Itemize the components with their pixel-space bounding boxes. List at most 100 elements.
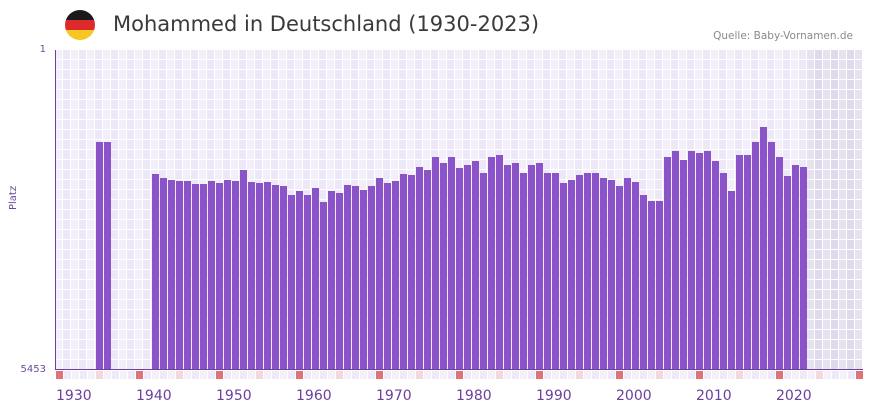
flag-stripe-gold <box>65 30 95 40</box>
bar-2012[interactable] <box>712 161 719 370</box>
bar-1955[interactable] <box>256 183 263 370</box>
bar-2005[interactable] <box>656 201 663 370</box>
bar-1977[interactable] <box>432 157 439 370</box>
bar-2009[interactable] <box>688 150 695 370</box>
bar-1954[interactable] <box>248 182 255 370</box>
bar-1947[interactable] <box>192 184 199 370</box>
bar-2016[interactable] <box>744 155 751 370</box>
bar-1953[interactable] <box>240 169 247 370</box>
bar-2001[interactable] <box>624 177 631 370</box>
grid-cell <box>111 140 118 149</box>
bar-1987[interactable] <box>512 163 519 370</box>
grid-cell <box>751 100 758 109</box>
bar-2003[interactable] <box>640 194 647 370</box>
bar-2018[interactable] <box>760 127 767 370</box>
bar-1961[interactable] <box>304 194 311 370</box>
bar-1998[interactable] <box>600 177 607 370</box>
bar-1982[interactable] <box>472 161 479 370</box>
bar-2011[interactable] <box>704 150 711 370</box>
bar-1964[interactable] <box>328 190 335 370</box>
bar-1968[interactable] <box>360 189 367 370</box>
bar-2007[interactable] <box>672 150 679 370</box>
bar-1959[interactable] <box>288 194 295 370</box>
bar-1995[interactable] <box>576 175 583 370</box>
grid-cell <box>511 90 518 99</box>
bar-2014[interactable] <box>728 190 735 370</box>
bar-1983[interactable] <box>480 172 487 370</box>
bar-1942[interactable] <box>152 173 159 370</box>
year-marker <box>656 371 663 379</box>
bar-1936[interactable] <box>104 142 111 370</box>
bar-1993[interactable] <box>560 183 567 370</box>
bar-1952[interactable] <box>232 181 239 370</box>
source-link[interactable]: Quelle: Baby-Vornamen.de <box>713 30 853 42</box>
bar-1960[interactable] <box>296 190 303 370</box>
bar-1956[interactable] <box>264 182 271 370</box>
bar-1949[interactable] <box>208 181 215 370</box>
grid-cell <box>79 60 86 69</box>
bar-1994[interactable] <box>568 180 575 370</box>
bar-2019[interactable] <box>768 142 775 370</box>
bar-1963[interactable] <box>320 202 327 370</box>
grid-cell <box>751 50 758 59</box>
bar-1943[interactable] <box>160 177 167 370</box>
bar-1976[interactable] <box>424 169 431 370</box>
bar-2010[interactable] <box>696 153 703 370</box>
grid-cell <box>847 270 854 279</box>
grid-cell <box>487 70 494 79</box>
bar-1974[interactable] <box>408 175 415 370</box>
bar-1965[interactable] <box>336 193 343 370</box>
bar-1958[interactable] <box>280 186 287 370</box>
bar-1945[interactable] <box>176 181 183 370</box>
bar-1997[interactable] <box>592 172 599 370</box>
grid-cell <box>55 170 62 179</box>
bar-1985[interactable] <box>496 155 503 370</box>
bar-1986[interactable] <box>504 164 511 370</box>
bar-1972[interactable] <box>392 181 399 370</box>
bar-1980[interactable] <box>456 168 463 370</box>
bar-1962[interactable] <box>312 188 319 370</box>
bar-1996[interactable] <box>584 172 591 370</box>
bar-1971[interactable] <box>384 183 391 370</box>
grid-cell <box>127 220 134 229</box>
bar-1991[interactable] <box>544 172 551 370</box>
grid-cell <box>823 120 830 129</box>
bar-1981[interactable] <box>464 164 471 370</box>
bar-1935[interactable] <box>96 142 103 370</box>
grid-cell <box>103 120 110 129</box>
bar-1969[interactable] <box>368 186 375 370</box>
bar-1950[interactable] <box>216 183 223 370</box>
bar-2002[interactable] <box>632 182 639 370</box>
bar-1975[interactable] <box>416 166 423 370</box>
bar-1944[interactable] <box>168 180 175 370</box>
bar-1999[interactable] <box>608 180 615 370</box>
bar-1973[interactable] <box>400 173 407 370</box>
bar-1978[interactable] <box>440 163 447 370</box>
bar-1948[interactable] <box>200 184 207 370</box>
bar-1979[interactable] <box>448 157 455 370</box>
bar-2000[interactable] <box>616 186 623 370</box>
bar-2021[interactable] <box>784 176 791 370</box>
bar-2013[interactable] <box>720 172 727 370</box>
bar-1946[interactable] <box>184 181 191 370</box>
bar-2006[interactable] <box>664 157 671 370</box>
bar-2008[interactable] <box>680 159 687 370</box>
bar-1989[interactable] <box>528 164 535 370</box>
bar-1990[interactable] <box>536 163 543 370</box>
bar-2004[interactable] <box>648 201 655 370</box>
bar-1951[interactable] <box>224 180 231 370</box>
bar-2015[interactable] <box>736 155 743 370</box>
bar-2022[interactable] <box>792 164 799 370</box>
bar-1992[interactable] <box>552 172 559 370</box>
bar-2020[interactable] <box>776 157 783 370</box>
bar-1988[interactable] <box>520 172 527 370</box>
bar-1957[interactable] <box>272 185 279 370</box>
bar-2023[interactable] <box>800 166 807 370</box>
bar-1984[interactable] <box>488 157 495 370</box>
grid-cell <box>807 350 814 359</box>
grid-cell <box>511 60 518 69</box>
bar-1966[interactable] <box>344 185 351 370</box>
bar-2017[interactable] <box>752 142 759 370</box>
bar-1970[interactable] <box>376 177 383 370</box>
bar-1967[interactable] <box>352 186 359 370</box>
